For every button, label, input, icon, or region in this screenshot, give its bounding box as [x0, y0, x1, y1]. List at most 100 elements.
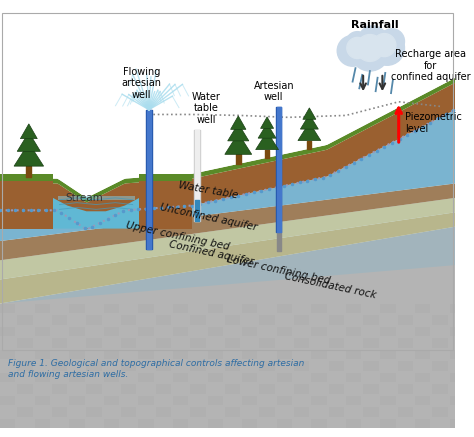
Bar	[0, 373, 15, 382]
Bar	[104, 326, 119, 336]
Bar	[398, 315, 413, 325]
Bar	[311, 396, 327, 406]
Circle shape	[346, 31, 369, 55]
Bar	[69, 396, 84, 406]
Bar	[17, 338, 33, 348]
Circle shape	[373, 34, 396, 57]
Bar	[52, 361, 67, 371]
Bar	[328, 361, 344, 371]
Bar	[52, 315, 67, 325]
Bar	[190, 384, 206, 394]
Bar	[52, 384, 67, 394]
Bar	[225, 384, 240, 394]
Bar	[138, 396, 154, 406]
Bar	[328, 315, 344, 325]
Bar	[311, 373, 327, 382]
Bar	[35, 419, 50, 428]
Bar	[35, 304, 50, 313]
Circle shape	[380, 29, 404, 54]
Bar	[0, 396, 15, 406]
Polygon shape	[139, 174, 192, 180]
Text: Water table: Water table	[178, 180, 239, 200]
Bar	[346, 419, 361, 428]
Polygon shape	[58, 196, 135, 200]
Bar	[86, 361, 102, 371]
Bar	[155, 338, 171, 348]
Circle shape	[337, 35, 368, 66]
Polygon shape	[0, 9, 456, 428]
Polygon shape	[258, 124, 276, 138]
Bar	[155, 315, 171, 325]
Bar	[35, 373, 50, 382]
Bar	[346, 396, 361, 406]
Bar	[69, 350, 84, 359]
Bar	[155, 407, 171, 417]
Polygon shape	[139, 179, 192, 229]
Polygon shape	[17, 132, 40, 151]
Bar	[277, 373, 292, 382]
Bar	[450, 326, 465, 336]
Bar	[311, 304, 327, 313]
Text: Upper confining bed: Upper confining bed	[125, 220, 230, 252]
Polygon shape	[0, 78, 456, 202]
Bar	[381, 326, 396, 336]
Bar	[398, 384, 413, 394]
Polygon shape	[301, 114, 319, 129]
Bar	[17, 407, 33, 417]
Bar	[173, 304, 188, 313]
Bar	[363, 361, 379, 371]
Bar	[277, 350, 292, 359]
Bar	[259, 384, 275, 394]
Bar	[381, 350, 396, 359]
Polygon shape	[298, 122, 321, 141]
Bar	[173, 419, 188, 428]
Text: Flowing
artesian
well: Flowing artesian well	[121, 67, 161, 100]
Bar	[381, 419, 396, 428]
Polygon shape	[255, 132, 279, 149]
Bar	[294, 384, 310, 394]
Bar	[173, 396, 188, 406]
Bar	[415, 396, 430, 406]
Polygon shape	[20, 124, 37, 139]
Bar	[311, 350, 327, 359]
Bar	[363, 384, 379, 394]
Bar	[138, 326, 154, 336]
Bar	[398, 338, 413, 348]
Text: Unconfined aquifer: Unconfined aquifer	[158, 202, 257, 232]
Bar	[208, 396, 223, 406]
Bar	[17, 361, 33, 371]
Bar	[432, 315, 448, 325]
Polygon shape	[303, 108, 316, 119]
Bar	[208, 304, 223, 313]
Bar	[259, 338, 275, 348]
Polygon shape	[0, 184, 456, 260]
Bar	[415, 419, 430, 428]
Bar	[208, 326, 223, 336]
Bar	[225, 361, 240, 371]
Text: Piezometric
level: Piezometric level	[405, 112, 462, 134]
Bar	[35, 396, 50, 406]
Bar	[346, 373, 361, 382]
Bar	[432, 361, 448, 371]
Bar	[138, 373, 154, 382]
Bar	[86, 384, 102, 394]
Polygon shape	[0, 227, 456, 428]
Bar	[0, 350, 15, 359]
Bar	[294, 315, 310, 325]
Bar	[138, 350, 154, 359]
Bar	[138, 419, 154, 428]
Polygon shape	[225, 133, 252, 154]
Polygon shape	[0, 83, 456, 229]
Bar	[432, 384, 448, 394]
Bar	[208, 350, 223, 359]
Text: Water
table
well: Water table well	[192, 92, 221, 125]
Bar	[328, 407, 344, 417]
Bar	[173, 350, 188, 359]
Bar	[398, 361, 413, 371]
Polygon shape	[14, 143, 44, 166]
Bar	[363, 338, 379, 348]
Text: Artesian
well: Artesian well	[254, 81, 294, 102]
Bar	[86, 407, 102, 417]
Bar	[450, 373, 465, 382]
Bar	[242, 419, 257, 428]
